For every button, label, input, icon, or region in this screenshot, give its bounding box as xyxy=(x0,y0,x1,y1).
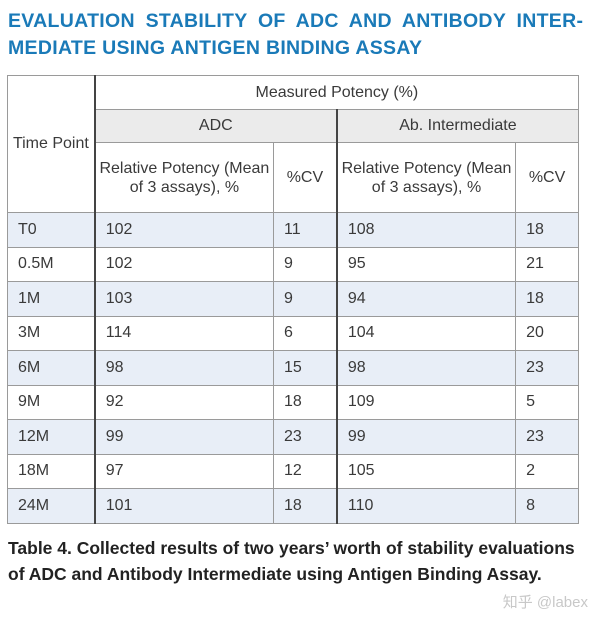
time-point-cell: 3M xyxy=(6,315,96,351)
ab-potency-cell: 95 xyxy=(336,246,517,282)
ab-cv-cell: 18 xyxy=(515,281,579,317)
adc-cv-cell: 6 xyxy=(273,315,338,351)
table-row: 18M 97 12 105 2 xyxy=(6,453,579,489)
adc-cv-cell: 23 xyxy=(273,419,338,455)
ab-cv-cell: 2 xyxy=(515,453,579,489)
ab-cv-cell: 5 xyxy=(515,384,579,420)
table-row: 9M 92 18 109 5 xyxy=(6,384,579,420)
ab-cv-cell: 20 xyxy=(515,315,579,351)
adc-cv-cell: 18 xyxy=(273,488,338,524)
ab-cv-cell: 21 xyxy=(515,246,579,282)
time-point-cell: T0 xyxy=(6,212,96,248)
adc-potency-cell: 102 xyxy=(94,246,275,282)
ab-potency-cell: 94 xyxy=(336,281,517,317)
table-row: 0.5M 102 9 95 21 xyxy=(6,246,579,282)
ab-cv-cell: 8 xyxy=(515,488,579,524)
adc-header: ADC xyxy=(94,109,338,143)
time-point-cell: 1M xyxy=(6,281,96,317)
adc-potency-cell: 92 xyxy=(94,384,275,420)
ab-cv-cell: 23 xyxy=(515,419,579,455)
document-title: EVALUATION STABILITY OF ADC AND ANTIBODY… xyxy=(8,8,593,62)
time-point-header: Time Point xyxy=(6,75,96,213)
ab-potency-cell: 105 xyxy=(336,453,517,489)
table-row: 1M 103 9 94 18 xyxy=(6,281,579,317)
time-point-cell: 12M xyxy=(6,419,96,455)
ab-potency-cell: 109 xyxy=(336,384,517,420)
adc-potency-cell: 98 xyxy=(94,350,275,386)
time-point-cell: 0.5M xyxy=(6,246,96,282)
adc-cv-cell: 12 xyxy=(273,453,338,489)
ab-cv-header: %CV xyxy=(515,142,579,213)
adc-potency-cell: 114 xyxy=(94,315,275,351)
adc-cv-cell: 18 xyxy=(273,384,338,420)
ab-potency-cell: 108 xyxy=(336,212,517,248)
ab-intermediate-header: Ab. Intermediate xyxy=(336,109,579,143)
adc-potency-cell: 103 xyxy=(94,281,275,317)
table-row: T0 102 11 108 18 xyxy=(6,212,579,248)
table-row: 6M 98 15 98 23 xyxy=(6,350,579,386)
ab-potency-cell: 110 xyxy=(336,488,517,524)
table-caption: Table 4. Collected results of two years’… xyxy=(8,538,575,584)
measured-potency-header: Measured Potency (%) xyxy=(94,75,579,110)
table-row: 12M 99 23 99 23 xyxy=(6,419,579,455)
ab-relative-potency-header: Relative Potency (Mean of 3 assays), % xyxy=(336,142,517,213)
adc-potency-cell: 97 xyxy=(94,453,275,489)
time-point-cell: 9M xyxy=(6,384,96,420)
ab-potency-cell: 98 xyxy=(336,350,517,386)
adc-cv-cell: 15 xyxy=(273,350,338,386)
table-row: 24M 101 18 110 8 xyxy=(6,488,579,524)
adc-cv-cell: 9 xyxy=(273,246,338,282)
adc-cv-cell: 11 xyxy=(273,212,338,248)
ab-cv-cell: 23 xyxy=(515,350,579,386)
time-point-cell: 6M xyxy=(6,350,96,386)
watermark: 知乎 @labex xyxy=(502,594,588,611)
title-line-2: MEDIATE USING ANTIGEN BINDING ASSAY xyxy=(8,37,423,59)
title-line-1: EVALUATION STABILITY OF ADC AND ANTIBODY… xyxy=(8,10,584,32)
adc-potency-cell: 101 xyxy=(94,488,275,524)
stability-table: Time Point Measured Potency (%) ADC Ab. … xyxy=(6,75,579,524)
adc-potency-cell: 99 xyxy=(94,419,275,455)
time-point-cell: 18M xyxy=(6,453,96,489)
ab-cv-cell: 18 xyxy=(515,212,579,248)
ab-potency-cell: 99 xyxy=(336,419,517,455)
ab-potency-cell: 104 xyxy=(336,315,517,351)
table-row: 3M 114 6 104 20 xyxy=(6,315,579,351)
time-point-cell: 24M xyxy=(6,488,96,524)
adc-cv-cell: 9 xyxy=(273,281,338,317)
adc-relative-potency-header: Relative Potency (Mean of 3 assays), % xyxy=(94,142,275,213)
adc-cv-header: %CV xyxy=(273,142,338,213)
adc-potency-cell: 102 xyxy=(94,212,275,248)
